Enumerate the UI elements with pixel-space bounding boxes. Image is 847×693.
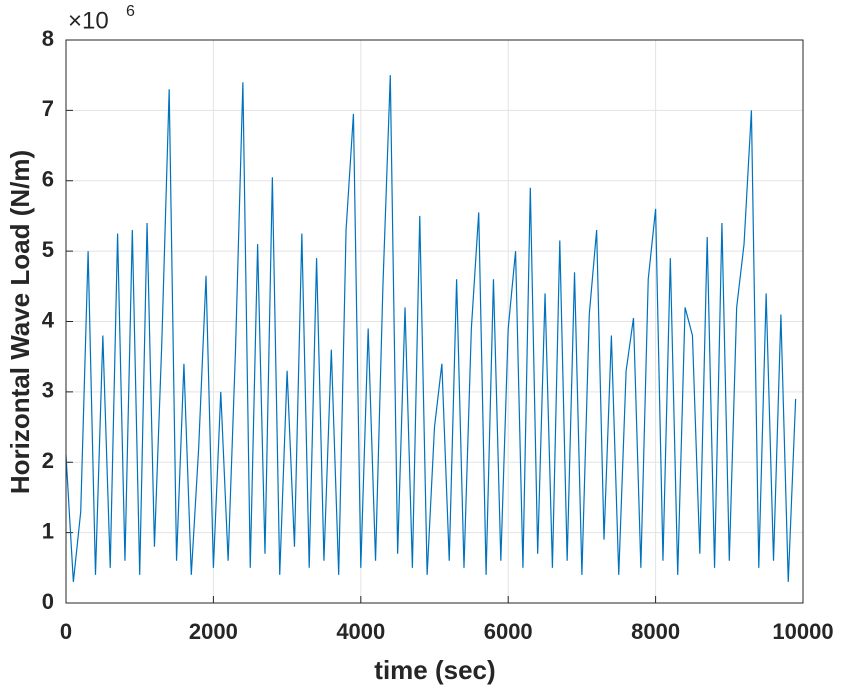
y-tick-label: 8 xyxy=(42,26,54,51)
x-tick-label: 8000 xyxy=(631,619,680,644)
plot-frame xyxy=(65,39,804,604)
x-tick-label: 0 xyxy=(60,619,72,644)
y-tick-label: 5 xyxy=(42,237,54,262)
y-tick-label: 4 xyxy=(42,307,55,332)
y-tick-label: 1 xyxy=(42,518,54,543)
y-tick-label: 7 xyxy=(42,96,54,121)
y-tick-label: 6 xyxy=(42,167,54,192)
data-line xyxy=(65,75,797,582)
x-tick-label: 6000 xyxy=(484,619,533,644)
x-axis-label: time (sec) xyxy=(374,655,495,685)
y-tick-label: 2 xyxy=(42,448,54,473)
y-multiplier-exponent: 6 xyxy=(126,3,135,20)
x-tick-label: 2000 xyxy=(189,619,238,644)
y-tick-label: 3 xyxy=(42,378,54,403)
y-axis-label: Horizontal Wave Load (N/m) xyxy=(5,150,35,494)
x-tick-label: 10000 xyxy=(772,619,833,644)
y-tick-label: 0 xyxy=(42,589,54,614)
y-multiplier: ×10 xyxy=(68,7,109,34)
x-tick-label: 4000 xyxy=(336,619,385,644)
